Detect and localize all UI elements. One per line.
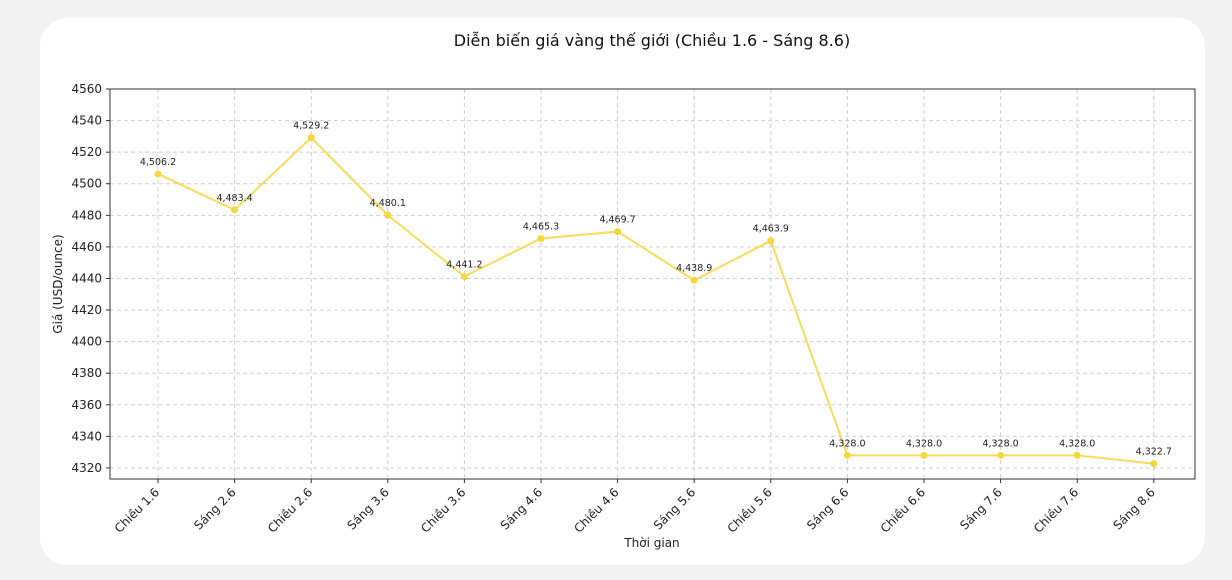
x-axis-ticks: Chiều 1.6 Sáng 2.6 Chiều 2.6 Sáng 3.6 Chiều …: [112, 479, 1158, 536]
data-point: [614, 228, 622, 236]
x-tick-label: Chiều 6.6: [878, 485, 928, 535]
plot-area: [109, 88, 1196, 480]
x-tick-label: Chiều 3.6: [418, 485, 468, 535]
data-label: 4,483.4: [216, 193, 252, 204]
data-points: [154, 134, 1158, 468]
series-line: [157, 136, 1154, 465]
data-point: [460, 273, 468, 281]
x-tick-label: Sáng 7.6: [957, 485, 1004, 532]
x-tick-label: Chiều 2.6: [265, 485, 315, 535]
x-tick-label: Sáng 3.6: [344, 485, 391, 532]
data-point: [920, 451, 928, 459]
x-tick-label: Sáng 4.6: [498, 485, 545, 532]
data-label: 4,328.0: [982, 438, 1018, 449]
y-axis-ticks: 4320 4340 4360 4380 4400 4420 4440 4460 4480 4500…: [71, 82, 110, 475]
y-tick-label: 4360: [71, 398, 102, 412]
y-tick-label: 4340: [71, 429, 102, 443]
data-point: [1073, 451, 1081, 459]
data-label: 4,529.2: [293, 121, 329, 132]
y-tick-label: 4420: [71, 303, 102, 317]
data-label: 4,328.0: [1059, 438, 1095, 449]
x-tick-label: Sáng 8.6: [1110, 485, 1157, 532]
chart-card: [40, 18, 1205, 565]
data-point: [384, 211, 392, 219]
grid-lines: [110, 88, 1195, 479]
data-point: [307, 134, 315, 142]
data-point: [997, 451, 1005, 459]
x-tick-label: Sáng 2.6: [191, 485, 238, 532]
y-tick-label: 4560: [71, 82, 102, 96]
y-tick-label: 4460: [71, 240, 102, 254]
data-point: [843, 451, 851, 459]
data-label: 4,322.7: [1136, 447, 1172, 458]
data-label: 4,480.1: [370, 198, 406, 209]
data-point: [537, 235, 545, 243]
data-label: 4,469.7: [599, 215, 635, 226]
y-tick-label: 4480: [71, 208, 102, 222]
x-tick-label: Sáng 6.6: [804, 485, 851, 532]
x-tick-label: Chiều 7.6: [1031, 485, 1081, 535]
data-labels: 4,506.2 4,483.4 4,529.2 4,480.1 4,441.2 4,465…: [140, 121, 1172, 458]
data-point: [154, 170, 162, 178]
y-axis-label: Giá (USD/ounce): [51, 234, 65, 333]
data-label: 4,441.2: [446, 260, 482, 271]
data-point: [1150, 460, 1158, 468]
data-point: [767, 237, 775, 245]
data-point: [690, 276, 698, 284]
x-tick-label: Chiều 4.6: [571, 485, 621, 535]
x-tick-label: Chiều 1.6: [112, 485, 162, 535]
x-axis-label: Thời gian: [623, 536, 679, 550]
y-tick-label: 4540: [71, 114, 102, 128]
data-label: 4,438.9: [676, 263, 712, 274]
y-tick-label: 4440: [71, 271, 102, 285]
x-tick-label: Sáng 5.6: [651, 485, 698, 532]
y-tick-label: 4400: [71, 335, 102, 349]
data-label: 4,463.9: [753, 224, 789, 235]
data-label: 4,506.2: [140, 157, 176, 168]
data-label: 4,328.0: [829, 438, 865, 449]
data-label: 4,328.0: [906, 438, 942, 449]
y-tick-label: 4520: [71, 145, 102, 159]
y-tick-label: 4320: [71, 461, 102, 475]
y-tick-label: 4380: [71, 366, 102, 380]
data-label: 4,465.3: [523, 222, 559, 233]
data-point: [231, 206, 239, 214]
x-tick-label: Chiều 5.6: [725, 485, 775, 535]
y-tick-label: 4500: [71, 177, 102, 191]
chart-title: Diễn biến giá vàng thế giới (Chiều 1.6 -…: [454, 31, 850, 50]
